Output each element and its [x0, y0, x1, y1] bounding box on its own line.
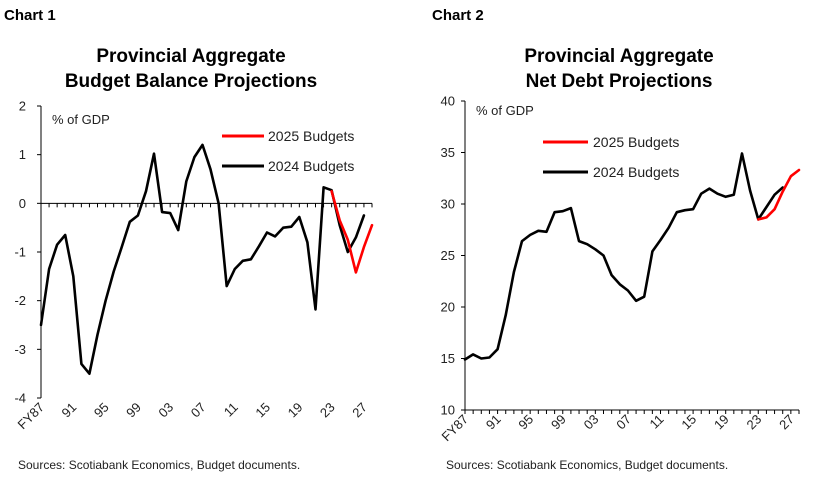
x-tick-label: 23 — [317, 400, 338, 421]
source-note: Sources: Scotiabank Economics, Budget do… — [446, 458, 729, 472]
x-tick-label: 11 — [221, 400, 241, 420]
chart-title: Provincial Aggregate Budget Balance Proj… — [0, 44, 398, 94]
chart-title: Provincial Aggregate Net Debt Projection… — [412, 44, 826, 94]
y-tick-label: 40 — [441, 94, 455, 109]
y-tick-label: -2 — [14, 293, 26, 308]
y-axis-label: % of GDP — [476, 103, 534, 118]
y-tick-label: 10 — [441, 403, 455, 418]
series-line-2024-budgets — [39, 143, 366, 376]
chart-label: Chart 1 — [4, 7, 56, 24]
series-line-2025-budgets — [756, 168, 801, 221]
chart-title-line-2: Net Debt Projections — [525, 71, 713, 92]
series-line-2024-budgets — [463, 152, 785, 361]
x-tick-label: 27 — [349, 400, 370, 421]
x-tick-label: 95 — [91, 400, 112, 421]
legend-label: 2025 Budgets — [593, 134, 679, 150]
x-tick-label: 19 — [711, 412, 732, 433]
y-axis-label: % of GDP — [52, 112, 110, 127]
x-tick-label: 07 — [188, 400, 209, 421]
chart-title-line-1: Provincial Aggregate — [96, 46, 286, 67]
y-tick-label: -1 — [14, 245, 26, 260]
chart-title-line-1: Provincial Aggregate — [524, 46, 714, 67]
chart-panel-1: Chart 1 Provincial Aggregate Budget Bala… — [0, 7, 398, 472]
y-tick-label: -3 — [14, 342, 26, 357]
y-tick-label: 2 — [19, 99, 26, 114]
y-tick-label: 20 — [441, 300, 455, 315]
y-tick-label: -4 — [14, 391, 26, 406]
x-tick-label: 27 — [776, 412, 797, 433]
series-line-2025-budgets — [330, 189, 374, 274]
x-tick-label: 91 — [59, 400, 80, 421]
chart-title-line-2: Budget Balance Projections — [64, 71, 318, 92]
y-tick-label: 30 — [441, 197, 455, 212]
x-tick-label: 99 — [548, 412, 569, 433]
x-tick-label: 91 — [483, 412, 504, 433]
x-tick-label: 19 — [285, 400, 306, 421]
chart-panel-2: Chart 2 Provincial Aggregate Net Debt Pr… — [414, 0, 828, 483]
x-tick-label: 99 — [123, 400, 144, 421]
x-tick-label: 23 — [744, 412, 765, 433]
x-tick-label: 07 — [613, 412, 634, 433]
chart-label: Chart 2 — [432, 7, 484, 24]
legend-label: 2024 Budgets — [268, 158, 354, 174]
x-tick-label: 95 — [515, 412, 536, 433]
x-tick-label: 15 — [678, 412, 699, 433]
y-tick-label: 15 — [441, 351, 455, 366]
y-tick-label: 0 — [19, 196, 26, 211]
x-tick-label: 03 — [155, 400, 176, 421]
y-tick-label: 1 — [19, 147, 26, 162]
x-tick-label: 15 — [252, 400, 273, 421]
y-tick-label: 35 — [441, 145, 455, 160]
legend-label: 2024 Budgets — [593, 164, 679, 180]
source-note: Sources: Scotiabank Economics, Budget do… — [18, 458, 301, 472]
x-tick-label: 03 — [581, 412, 602, 433]
x-tick-label: 11 — [646, 412, 666, 432]
legend-label: 2025 Budgets — [268, 128, 354, 144]
y-tick-label: 25 — [441, 248, 455, 263]
